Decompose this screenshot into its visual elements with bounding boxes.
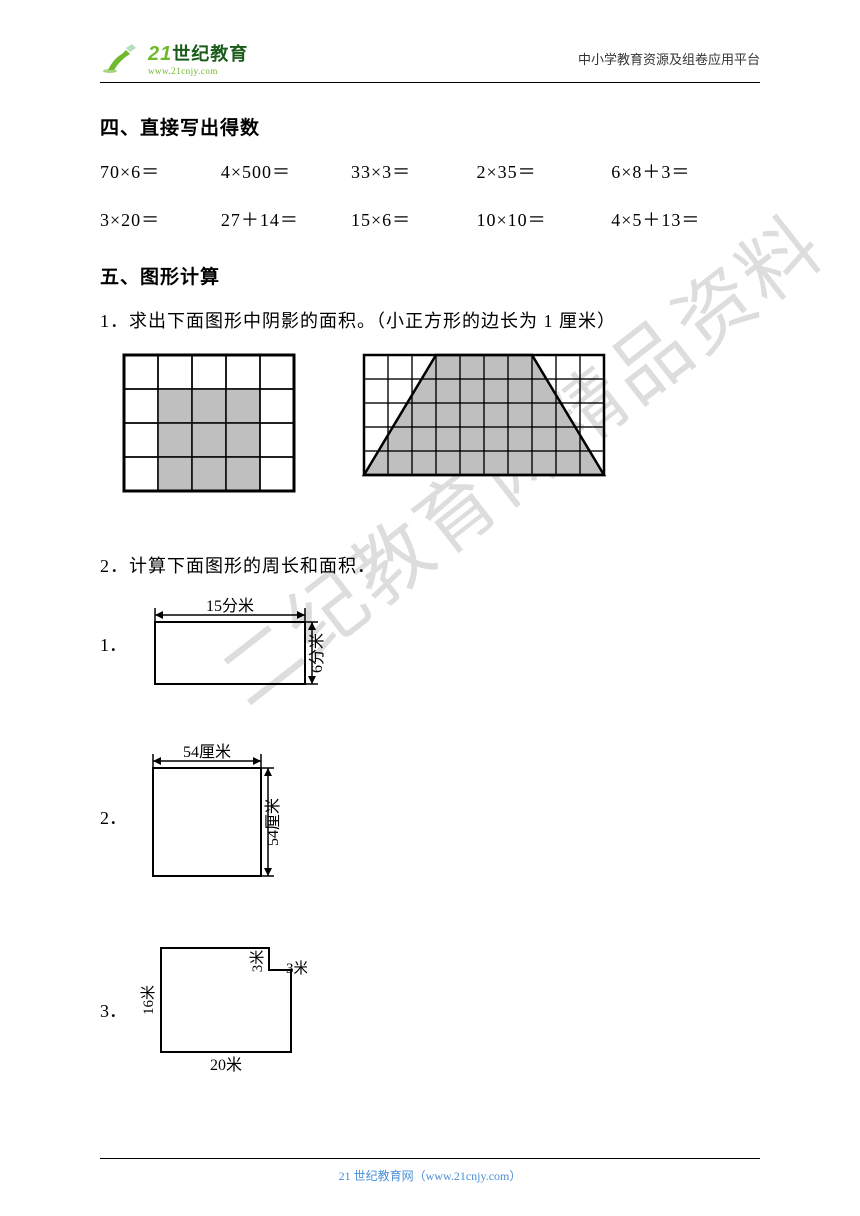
eq: 15×6＝ [351, 206, 477, 232]
svg-text:20米: 20米 [210, 1056, 242, 1074]
equations-row-2: 3×20＝ 27＋14＝ 15×6＝ 10×10＝ 4×5＋13＝ [100, 206, 760, 232]
svg-text:16米: 16米 [140, 985, 157, 1015]
logo-icon [100, 40, 142, 76]
header-right-text: 中小学教育资源及组卷应用平台 [578, 49, 760, 68]
problem-1-text: 1．求出下面图形中阴影的面积。（小正方形的边长为 1 厘米） [100, 307, 760, 333]
geom-item-1: 1． 15分米 6分米 [100, 596, 760, 692]
eq: 27＋14＝ [221, 206, 351, 232]
svg-text:3米: 3米 [286, 960, 307, 977]
svg-text:15分米: 15分米 [206, 597, 254, 615]
logo: 21世纪教育 www.21cnjy.com [100, 40, 248, 76]
geom-item-3: 3． 16米 3米 3米 20米 [100, 942, 760, 1077]
eq: 4×5＋13＝ [611, 206, 760, 232]
eq: 2×35＝ [476, 158, 611, 184]
page-content: 21世纪教育 www.21cnjy.com 中小学教育资源及组卷应用平台 四、直… [0, 0, 860, 1167]
footer-text: 21 世纪教育网（www.21cnjy.com） [339, 1169, 522, 1183]
svg-text:6分米: 6分米 [308, 633, 326, 673]
problem-2-text: 2．计算下面图形的周长和面积． [100, 552, 760, 578]
geom-item-2: 2． 54厘米 54厘米 [100, 742, 760, 892]
figure-grid-square [120, 351, 300, 497]
figure-l-shape: 16米 3米 3米 20米 [137, 942, 307, 1077]
sub-label: 1． [100, 631, 127, 657]
page-header: 21世纪教育 www.21cnjy.com 中小学教育资源及组卷应用平台 [100, 40, 760, 83]
svg-text:3米: 3米 [249, 950, 266, 973]
svg-text:54厘米: 54厘米 [183, 743, 231, 761]
geometry-problems: 1． 15分米 6分米 2． 54厘米 54厘米 3． 16米 3米 3米 20米 [100, 596, 760, 1077]
eq: 4×500＝ [221, 158, 351, 184]
eq: 10×10＝ [476, 206, 611, 232]
sub-label: 3． [100, 997, 127, 1023]
eq: 3×20＝ [100, 206, 221, 232]
figure-grid-trapezoid [360, 351, 610, 481]
equations-row-1: 70×6＝ 4×500＝ 33×3＝ 2×35＝ 6×8＋3＝ [100, 158, 760, 184]
eq: 70×6＝ [100, 158, 221, 184]
svg-text:54厘米: 54厘米 [264, 798, 282, 846]
logo-main-text: 21世纪教育 [148, 40, 248, 66]
logo-text-wrap: 21世纪教育 www.21cnjy.com [148, 40, 248, 76]
section5-title: 五、图形计算 [100, 262, 760, 289]
shapes-row [120, 351, 760, 497]
eq: 6×8＋3＝ [611, 158, 760, 184]
eq: 33×3＝ [351, 158, 477, 184]
section4-title: 四、直接写出得数 [100, 113, 760, 140]
logo-sub-text: www.21cnjy.com [148, 66, 248, 76]
sub-label: 2． [100, 804, 127, 830]
figure-rectangle-1: 15分米 6分米 [137, 596, 332, 692]
figure-square: 54厘米 54厘米 [137, 742, 297, 892]
